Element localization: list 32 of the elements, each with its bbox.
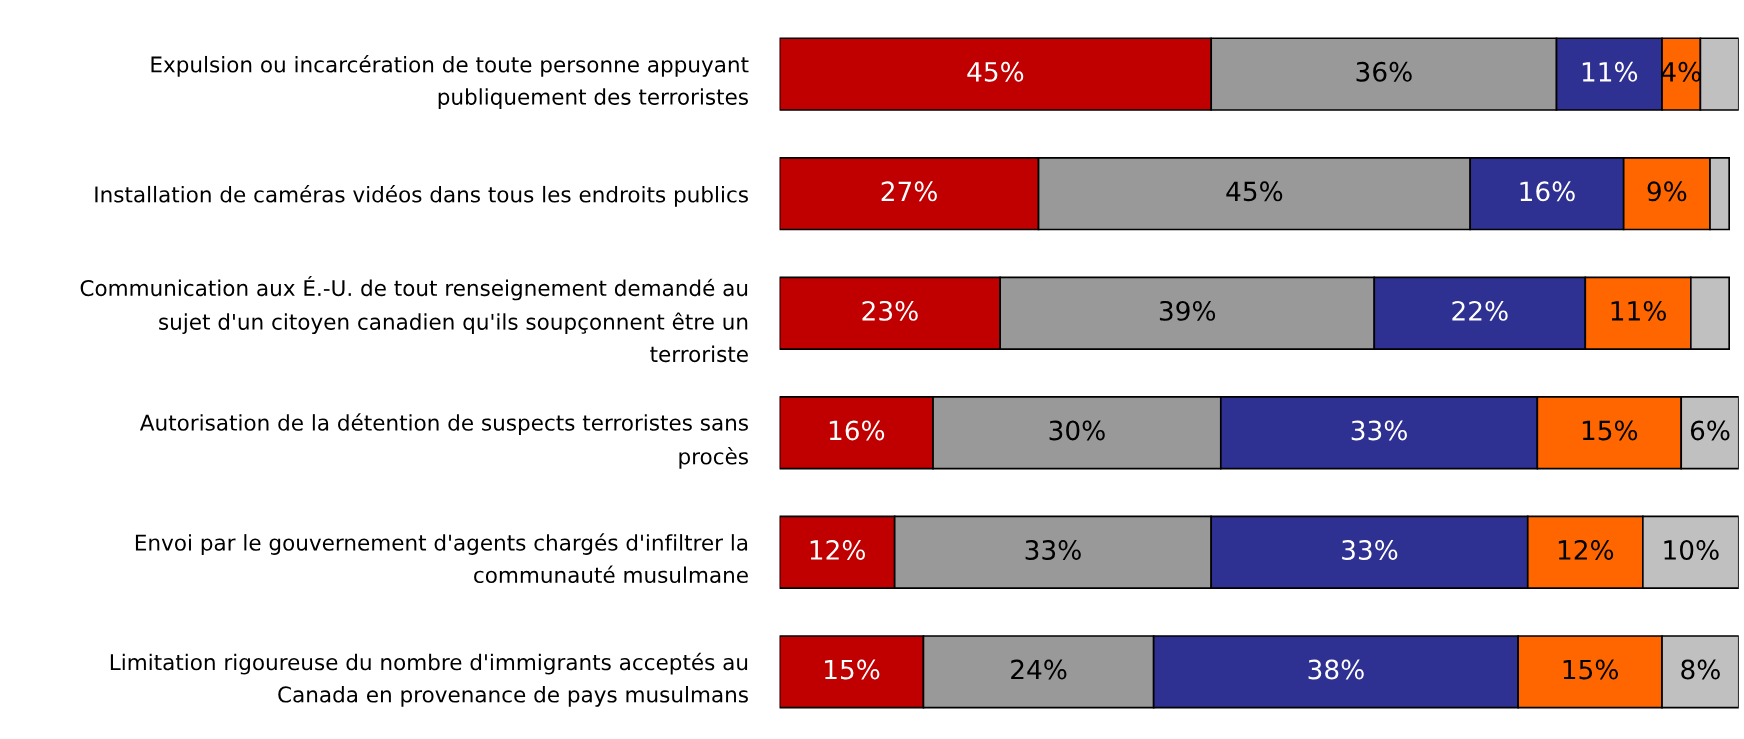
data-label: 6%: [1690, 420, 1730, 441]
data-label: 9%: [1647, 181, 1687, 202]
y-tick-label: Autorisation de la détention de suspects terroristes sans procès: [139, 413, 748, 469]
data-label: 23%: [862, 300, 918, 321]
data-label: 12%: [810, 539, 865, 560]
data-label: 33%: [1342, 539, 1398, 560]
data-label: 30%: [1049, 420, 1105, 441]
data-label: 12%: [1558, 539, 1614, 560]
data-label: 16%: [1520, 181, 1575, 202]
data-label: 45%: [1226, 181, 1283, 202]
data-label: 11%: [1611, 300, 1666, 321]
data-label: 33%: [1351, 420, 1407, 441]
y-tick-label: Expulsion ou incarcération de toute personne appuyant publiquement des terroristes: [151, 55, 749, 110]
data-label: 39%: [1159, 300, 1216, 321]
data-label: 24%: [1011, 659, 1067, 680]
y-tick-label: Communication aux É.-U. de tout renseignement demandé au sujet d'un citoyen canadien qu'ils soupçonnent être un terroriste: [80, 275, 748, 363]
data-label: 16%: [829, 420, 885, 441]
y-tick-label: Installation de caméras vidéos dans tous les endroits publics: [95, 185, 748, 207]
data-label: 11%: [1582, 61, 1638, 82]
y-tick-label: Envoi par le gouvernement d'agents chargés d'infiltrer la communauté musulmane: [135, 533, 748, 584]
data-label: 38%: [1308, 659, 1364, 680]
y-tick-label: Limitation rigoureuse du nombre d'immigrants acceptés au Canada en provenance de pays musulmans: [110, 652, 748, 707]
data-label: 45%: [967, 61, 1024, 82]
data-label: 36%: [1356, 61, 1412, 82]
data-label: 15%: [825, 659, 880, 680]
data-label: 33%: [1025, 539, 1081, 560]
data-label: 15%: [1563, 659, 1618, 680]
data-label: 15%: [1582, 420, 1638, 441]
data-label: 22%: [1452, 300, 1508, 321]
data-label: 27%: [881, 181, 937, 202]
data-label: 10%: [1664, 539, 1719, 560]
data-label: 8%: [1681, 659, 1720, 680]
